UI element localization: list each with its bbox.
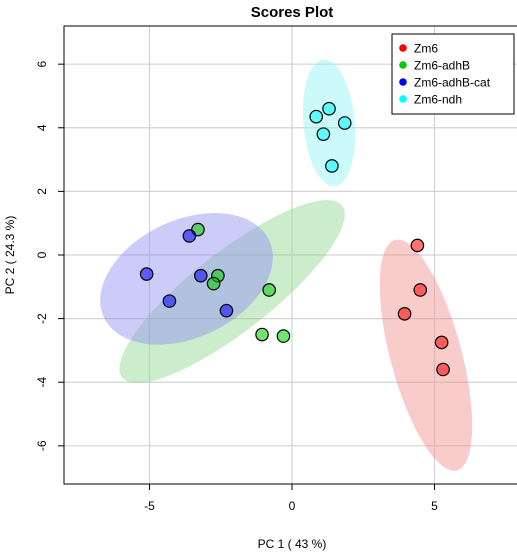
point-zm6-adhb xyxy=(262,283,276,297)
y-axis-ticks: -6 -4 -2 0 2 4 6 xyxy=(35,61,64,451)
point-zm6-adhb-cat xyxy=(194,268,208,283)
point-zm6-adhb-cat xyxy=(162,294,177,308)
point-zm6-ndh xyxy=(309,109,324,124)
x-axis-label: PC 1 ( 43 %) xyxy=(258,537,327,551)
y-tick-label: 0 xyxy=(35,251,49,258)
legend-label: Zm6-ndh xyxy=(414,93,462,107)
x-axis-ticks: -5 0 5 xyxy=(144,484,438,513)
y-tick-label: 6 xyxy=(35,61,49,68)
point-zm6-adhb-cat xyxy=(139,267,154,281)
legend-marker xyxy=(399,61,407,69)
point-zm6-adhb xyxy=(276,329,291,343)
legend: Zm6 Zm6-adhB Zm6-adhB-cat Zm6-ndh xyxy=(391,33,515,115)
point-zm6 xyxy=(410,238,425,253)
point-zm6-adhb-cat xyxy=(182,229,197,243)
y-tick-label: 4 xyxy=(35,124,49,131)
point-zm6-adhb xyxy=(255,327,269,342)
x-tick-label: -5 xyxy=(144,499,155,513)
ellipse-zm6 xyxy=(379,239,473,471)
legend-marker xyxy=(399,44,407,52)
point-zm6-adhb-cat xyxy=(219,303,234,318)
point-zm6-ndh xyxy=(322,101,336,116)
point-zm6 xyxy=(436,362,450,377)
y-tick-label: -4 xyxy=(35,377,49,388)
x-tick-label: 0 xyxy=(289,499,296,513)
data-points xyxy=(139,101,450,377)
point-zm6 xyxy=(397,307,412,321)
y-tick-label: 2 xyxy=(35,188,49,195)
point-zm6-adhb xyxy=(206,276,221,291)
point-zm6-ndh xyxy=(325,159,339,173)
point-zm6 xyxy=(434,335,449,350)
legend-label: Zm6-adhB xyxy=(414,59,470,73)
x-tick-label: 5 xyxy=(431,499,438,513)
legend-box xyxy=(391,33,515,115)
y-axis-label: PC 2 ( 24.3 %) xyxy=(3,216,17,295)
confidence-ellipses xyxy=(100,59,473,471)
legend-label: Zm6-adhB-cat xyxy=(414,76,491,90)
point-zm6-ndh xyxy=(316,127,331,141)
y-tick-label: -2 xyxy=(35,313,49,324)
point-zm6-ndh xyxy=(337,116,352,130)
legend-label: Zm6 xyxy=(414,42,438,56)
legend-marker xyxy=(399,95,407,103)
ellipse-zm6-adhb xyxy=(119,200,345,384)
y-tick-label: -6 xyxy=(35,440,49,451)
ellipse-zm6-ndh xyxy=(302,59,356,187)
chart-title: Scores Plot xyxy=(251,4,334,21)
legend-marker xyxy=(399,78,407,86)
point-zm6 xyxy=(413,283,428,297)
